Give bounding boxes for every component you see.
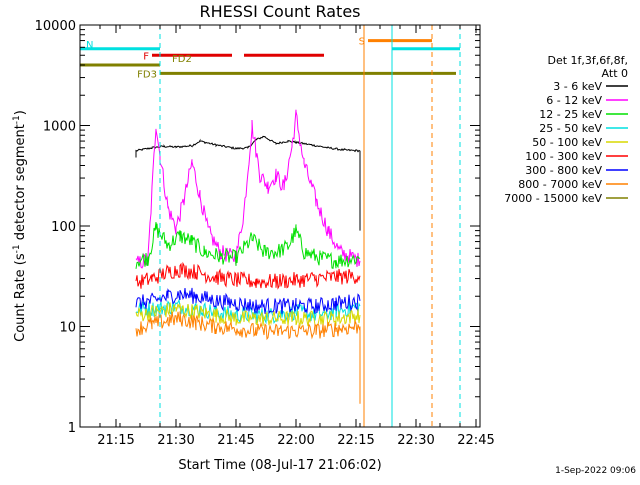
legend-label-1: 6 - 12 keV [546, 94, 602, 107]
series-line-0 [135, 135, 361, 231]
series-line-1 [135, 109, 361, 269]
footer-stamp: 1-Sep-2022 09:06 [555, 466, 636, 476]
legend-title-2: Att 0 [602, 67, 628, 80]
x-tick-label-2: 21:45 [217, 433, 254, 448]
legend-label-8: 7000 - 15000 keV [504, 192, 602, 205]
flag-label-1: F [143, 51, 149, 62]
legend-label-0: 3 - 6 keV [553, 80, 602, 93]
legend-label-7: 800 - 7000 keV [518, 178, 602, 191]
y-tick-label-0: 1 [68, 421, 76, 436]
legend-title-1: Det 1f,3f,6f,8f, [547, 54, 628, 67]
x-tick-label-3: 22:00 [277, 433, 314, 448]
flag-label-4: FD3 [137, 69, 157, 80]
x-tick-label-1: 21:30 [157, 433, 194, 448]
legend-label-4: 50 - 100 keV [532, 136, 602, 149]
x-tick-label-0: 21:15 [97, 433, 134, 448]
flag-label-3: FD2 [172, 54, 192, 65]
series-line-2 [135, 221, 361, 269]
series-line-6 [135, 287, 361, 315]
legend-label-2: 12 - 25 keV [539, 108, 602, 121]
series-line-7 [135, 311, 361, 404]
x-axis: 21:15 21:30 21:45 22:00 22:15 22:30 22:45 [79, 25, 495, 448]
plot-area [135, 109, 361, 404]
y-tick-label-4: 10000 [35, 19, 76, 34]
y-axis-label: Count Rate (s-1 detector segment-1) [12, 110, 28, 342]
legend-label-3: 25 - 50 keV [539, 122, 602, 135]
flag-label-5: S [359, 37, 365, 48]
series-line-5 [135, 261, 361, 290]
series-line-4 [135, 302, 361, 328]
y-tick-label-1: 10 [59, 321, 76, 336]
x-axis-label: Start Time (08-Jul-17 21:06:02) [178, 458, 381, 473]
x-tick-label-6: 22:45 [457, 433, 494, 448]
y-tick-label-2: 100 [51, 220, 76, 235]
legend-label-6: 300 - 800 keV [525, 164, 602, 177]
y-axis: 1 10 100 1000 10000 [35, 19, 480, 436]
x-tick-label-4: 22:15 [337, 433, 374, 448]
legend-label-5: 100 - 300 keV [525, 150, 602, 163]
chart-title: RHESSI Count Rates [200, 2, 361, 21]
flag-label-0: N [86, 40, 93, 51]
flags: N F FD2 FD3 S [80, 37, 460, 80]
series-line-3 [135, 298, 361, 325]
y-tick-label-3: 1000 [43, 120, 76, 135]
x-tick-label-5: 22:30 [397, 433, 434, 448]
